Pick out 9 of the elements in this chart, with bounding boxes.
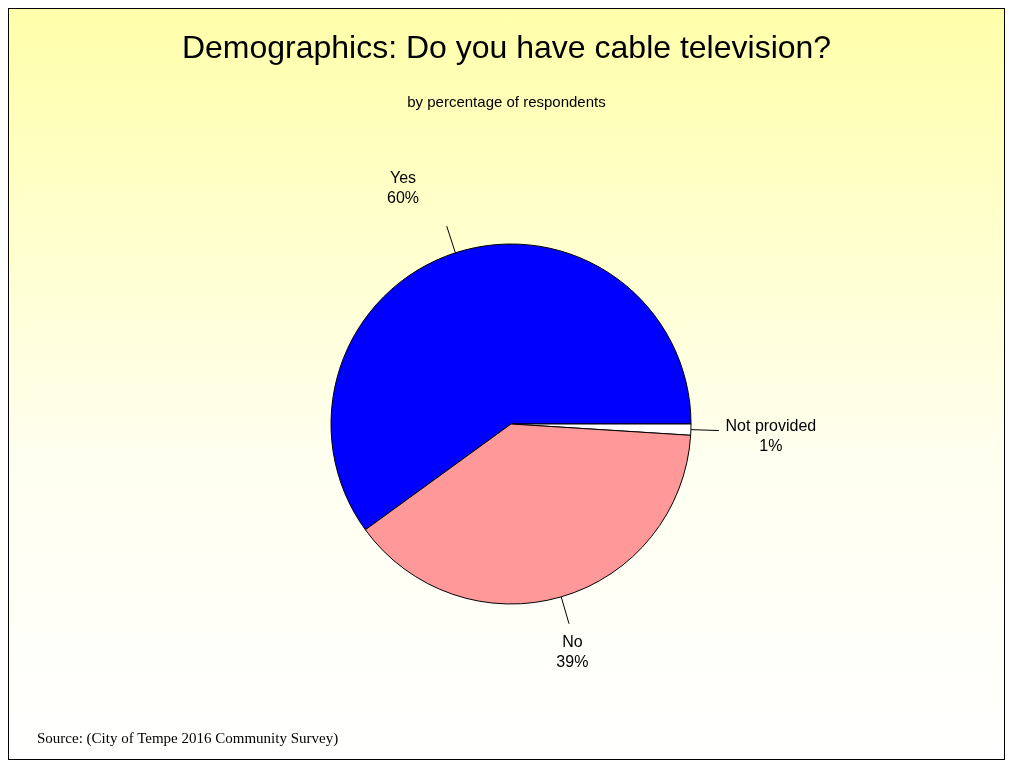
slice-label: Not provided — [725, 417, 817, 435]
data-label: 60% — [387, 189, 420, 207]
data-label: 1% — [759, 437, 783, 455]
slice-label: Yes — [389, 169, 417, 187]
chart-title: Demographics: Do you have cable television? — [180, 29, 833, 66]
source-note: Source: (City of Tempe 2016 Community Survey) — [37, 730, 339, 747]
data-label: 39% — [556, 652, 589, 670]
chart-subtitle: by percentage of respondents — [406, 93, 607, 110]
slice-label: No — [562, 632, 583, 650]
